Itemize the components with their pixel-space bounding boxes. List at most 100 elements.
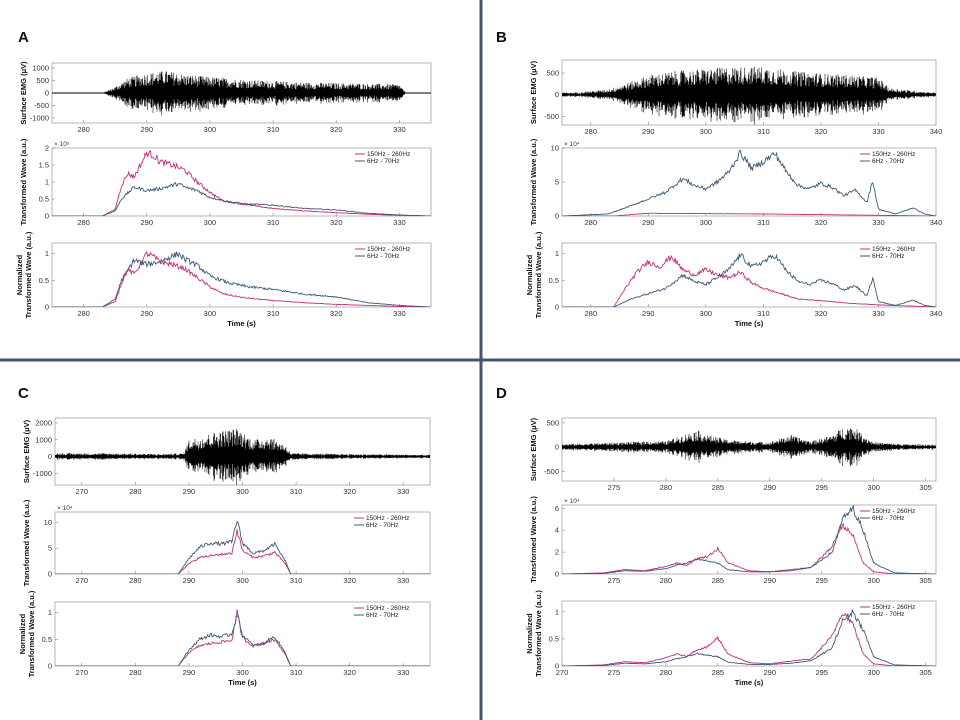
x-tick-label-c-1: 300 [236,487,249,496]
y-tick-label-b-1: 0 [555,90,559,99]
plot-b-3: 280 290 300 310 320 330 340 0 0.5 1 Normalized Tran… [525,231,942,328]
series-line-a-3-0 [52,250,431,307]
axes-box-b-1 [561,59,937,126]
legend-label-c-3-1: 6Hz - 70Hz [366,612,399,619]
y-axis-label-b-3: Normalized [525,254,534,295]
x-tick-label-b-2: 300 [700,218,713,227]
series-line-d-3-0 [562,612,936,666]
x-tick-label-b-3: 300 [700,309,713,318]
emg-trace-b-1 [562,66,936,125]
x-tick-label-c-1: 310 [290,487,303,496]
legend-label-d-3-0: 150Hz - 260Hz [872,604,915,611]
axes-box-b-3 [561,242,937,308]
y-axis-label-a-2: Transformed Wave (a.u.) [19,138,28,225]
x-tick-label-b-3: 330 [872,309,885,318]
x-tick-label-d-2: 295 [815,576,828,585]
y-axis-label-a-3: Normalized [15,254,24,295]
series-line-d-3-1 [562,608,936,666]
y-axis-label-c-3: Transformed Wave (a.u.) [27,590,36,677]
y-tick-label-d-1: 500 [546,418,559,427]
y-tick-label-b-1: 500 [546,69,559,78]
y-tick-label-a-1: 0 [45,89,49,98]
y-tick-label-b-2: 5 [555,178,559,187]
emg-trace-c-1 [55,429,430,485]
y-axis-label-a-1: Surface EMG (μV) [19,61,28,125]
y-tick-label-d-1: -500 [544,467,559,476]
x-tick-label-a-2: 320 [330,218,343,227]
y-tick-label-b-1: -500 [544,112,559,121]
series-line-a-3-1 [52,251,431,307]
x-tick-label-c-3: 310 [290,668,303,677]
x-tick-label-d-3: 300 [867,668,880,677]
series-line-b-3-1 [562,253,936,307]
y-tick-label-d-2: 2 [555,548,559,557]
x-tick-label-a-2: 310 [267,218,280,227]
x-tick-label-d-3: 285 [712,668,725,677]
x-tick-label-d-2: 290 [764,576,777,585]
y-tick-label-c-1: 2000 [35,419,52,428]
x-tick-label-a-1: 320 [330,125,343,134]
legend-label-a-2-1: 6Hz - 70Hz [367,158,400,165]
y-tick-label-d-2: 0 [555,570,559,579]
series-line-b-2-1 [562,149,936,216]
plot-c-2: 270 280 290 300 310 320 330 0 5 10 × 10⁴ Transforme… [22,499,431,586]
x-axis-label-c-3: Time (s) [228,678,257,687]
x-tick-label-d-3: 275 [608,668,621,677]
x-tick-label-b-1: 340 [930,127,943,136]
x-tick-label-c-3: 290 [183,668,196,677]
x-tick-label-b-2: 310 [757,218,770,227]
y-tick-label-c-1: -1000 [33,469,52,478]
x-tick-label-d-2: 280 [660,576,673,585]
x-tick-label-b-3: 320 [815,309,828,318]
x-tick-label-d-1: 285 [712,483,725,492]
y-tick-label-a-1: -500 [34,101,49,110]
y-tick-label-c-1: 1000 [35,435,52,444]
y-tick-label-b-2: 0 [555,212,559,221]
x-tick-label-d-3: 305 [919,668,932,677]
x-tick-label-a-1: 300 [204,125,217,134]
x-tick-label-a-3: 280 [77,309,90,318]
x-tick-label-a-2: 300 [204,218,217,227]
y-tick-label-b-3: 0.5 [549,276,559,285]
y-axis-label-c-3: Normalized [18,613,27,654]
y-exponent-a-2: × 10⁵ [54,141,70,148]
y-tick-label-c-2: 5 [48,544,52,553]
y-axis-label-b-1: Surface EMG (μV) [529,60,538,124]
y-tick-label-a-3: 0.5 [39,276,49,285]
x-tick-label-a-2: 290 [140,218,153,227]
data-group-c-3 [55,609,430,666]
y-tick-label-c-3: 1 [48,608,52,617]
x-tick-label-d-2: 275 [608,576,621,585]
x-tick-label-d-2: 305 [919,576,932,585]
x-tick-label-c-2: 330 [397,576,410,585]
x-tick-label-b-2: 290 [642,218,655,227]
x-tick-label-c-3: 270 [76,668,89,677]
x-tick-label-c-2: 290 [183,576,196,585]
series-line-d-2-1 [562,505,936,574]
x-tick-label-d-3: 270 [556,668,569,677]
y-axis-label-d-3: Normalized [525,613,534,654]
x-tick-label-d-2: 300 [867,576,880,585]
y-tick-label-c-2: 10 [44,518,52,527]
x-tick-label-b-2: 330 [872,218,885,227]
y-axis-label-a-3: Transformed Wave (a.u.) [24,231,33,318]
data-group-b-3 [562,253,936,307]
x-tick-label-b-3: 310 [757,309,770,318]
x-tick-label-d-3: 280 [660,668,673,677]
plot-c-1: 270 280 290 300 310 320 330 -1000 0 1000 2000 Surfa… [22,417,431,496]
y-tick-label-d-1: 0 [555,443,559,452]
series-line-a-2-1 [52,181,431,216]
data-group-a-2 [52,150,431,216]
x-tick-label-b-3: 290 [642,309,655,318]
y-tick-label-a-3: 0 [45,303,49,312]
data-group-c-2 [55,520,430,574]
plot-a-2: 280 290 300 310 320 330 0 0.5 1 1.5 2 × 10⁵ Transfor… [19,138,432,227]
y-exponent-c-2: × 10⁴ [57,505,73,512]
x-tick-label-c-3: 300 [236,668,249,677]
legend-label-d-3-1: 6Hz - 70Hz [872,611,905,618]
x-tick-label-d-1: 305 [919,483,932,492]
y-tick-label-d-3: 0.5 [549,634,559,643]
y-tick-label-c-2: 0 [48,570,52,579]
legend-label-b-2-1: 6Hz - 70Hz [872,158,905,165]
